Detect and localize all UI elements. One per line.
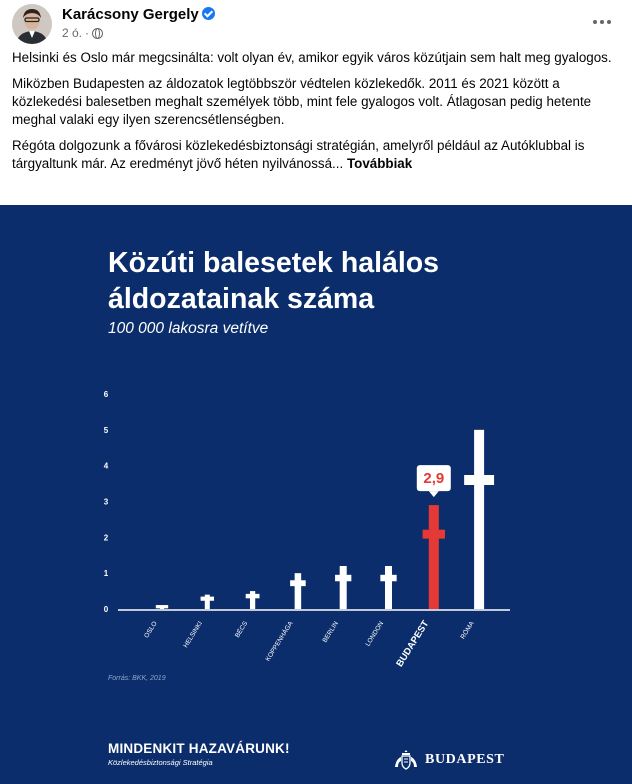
campaign-slogan: MINDENKIT HAZAVÁRUNK! [108, 741, 290, 756]
chart-subtitle: 100 000 lakosra vetítve [108, 320, 269, 337]
avatar[interactable] [12, 4, 52, 44]
cross-bar [474, 429, 485, 609]
post-meta: 2 ó. · [62, 26, 104, 40]
post-header: Karácsony Gergely 2 ó. · [12, 4, 620, 44]
cross-bar-arm [380, 574, 397, 582]
post-paragraph-3: Régóta dolgozunk a fővárosi közlekedésbi… [12, 137, 618, 173]
y-tick-label: 6 [104, 390, 109, 399]
data-label-box [416, 465, 451, 492]
post-image[interactable]: Közúti balesetek halálos áldozatainak sz… [0, 205, 632, 784]
campaign-brand: MINDENKIT HAZAVÁRUNK! Közlekedésbiztonsá… [108, 741, 290, 767]
cross-bar-arm [335, 574, 352, 582]
x-tick-label: BUDAPEST [394, 619, 431, 669]
more-options-icon[interactable] [590, 12, 614, 32]
x-tick-label: HELSINKI [182, 620, 204, 649]
y-tick-label: 3 [104, 498, 109, 507]
cross-bar [339, 566, 347, 609]
cross-bar [294, 573, 302, 609]
cross-bar-arm [245, 593, 260, 599]
cross-bar-arm [290, 580, 306, 587]
cross-bar [249, 591, 256, 609]
data-label-pointer [428, 491, 439, 498]
chart-title-line-1: Közúti balesetek halálos [108, 247, 440, 279]
verified-badge-icon [201, 7, 215, 20]
cross-bar-arm [422, 529, 445, 539]
x-tick-label: BERLIN [322, 620, 341, 644]
y-tick-label: 5 [104, 426, 109, 435]
cross-bar [204, 594, 210, 609]
x-tick-label: LONDON [365, 620, 386, 648]
x-tick-label: KOPPENHÁGA [263, 619, 295, 663]
globe-icon[interactable] [92, 27, 104, 39]
chart-title-line-2: áldozatainak száma [108, 283, 375, 315]
cross-bar [384, 566, 393, 609]
y-tick-label: 2 [104, 533, 109, 542]
post-time[interactable]: 2 ó. [62, 26, 83, 40]
x-tick-label: RÓMA [458, 619, 476, 641]
x-tick-label: BÉCS [232, 619, 249, 639]
y-tick-label: 0 [104, 605, 109, 614]
author-name[interactable]: Karácsony Gergely [62, 6, 215, 23]
post-text: Helsinki és Oslo már megcsinálta: volt o… [12, 49, 618, 181]
chart-source: Forrás: BKK, 2019 [108, 675, 166, 682]
y-tick-label: 1 [104, 569, 109, 578]
see-more-link[interactable]: Továbbiak [346, 156, 413, 171]
chart-title: Közúti balesetek halálos áldozatainak sz… [108, 245, 439, 317]
cross-bar-arm [200, 596, 215, 601]
budapest-logo-text: BUDAPEST [425, 752, 505, 767]
cross-bar-chart: 0 1 2 3 4 5 6 OSLO HELSINKI BÉCS KOPPENHÁGA BERLIN L… [104, 390, 510, 669]
campaign-strategy: Közlekedésbiztonsági Stratégia [108, 758, 213, 767]
cross-bar-highlight [428, 505, 439, 609]
budapest-crest-icon [395, 750, 417, 770]
author-name-text[interactable]: Karácsony Gergely [62, 6, 199, 23]
cross-bar-arm [464, 475, 495, 485]
meta-separator: · [85, 26, 90, 40]
post-paragraph-2: Miközben Budapesten az áldozatok legtöbb… [12, 76, 592, 127]
cross-bar-arm [155, 605, 169, 609]
x-tick-label: OSLO [143, 620, 159, 639]
post-paragraph-1: Helsinki és Oslo már megcsinálta: volt o… [12, 50, 612, 65]
budapest-logo: BUDAPEST [393, 749, 504, 771]
y-tick-label: 4 [104, 462, 109, 471]
post-paragraph-3-text: Régóta dolgozunk a fővárosi közlekedésbi… [12, 138, 585, 171]
data-label: 2,9 [423, 470, 444, 487]
